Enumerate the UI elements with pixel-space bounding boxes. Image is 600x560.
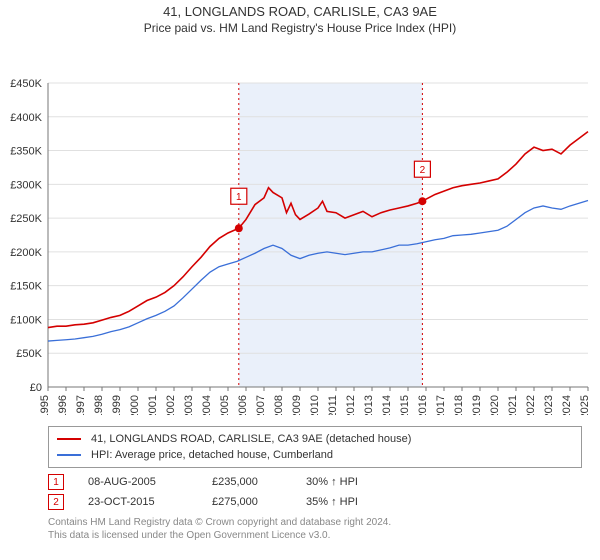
svg-text:1996: 1996	[57, 395, 69, 415]
svg-text:2007: 2007	[255, 395, 267, 415]
svg-text:£250K: £250K	[10, 213, 42, 225]
legend-row: 41, LONGLANDS ROAD, CARLISLE, CA3 9AE (d…	[57, 431, 573, 447]
svg-text:2003: 2003	[183, 395, 195, 415]
footer-line: Contains HM Land Registry data © Crown c…	[48, 516, 582, 529]
marker-square: 1	[48, 474, 64, 490]
svg-text:2013: 2013	[363, 395, 375, 415]
legend-box: 41, LONGLANDS ROAD, CARLISLE, CA3 9AE (d…	[48, 426, 582, 468]
legend-swatch	[57, 438, 81, 440]
legend-swatch	[57, 454, 81, 456]
svg-text:£450K: £450K	[10, 78, 42, 90]
title-block: 41, LONGLANDS ROAD, CARLISLE, CA3 9AE Pr…	[0, 0, 600, 35]
sale-price: £235,000	[212, 476, 282, 488]
title-sub: Price paid vs. HM Land Registry's House …	[0, 21, 600, 35]
svg-text:£150K: £150K	[10, 281, 42, 293]
svg-text:2009: 2009	[291, 395, 303, 415]
sales-table: 1 08-AUG-2005 £235,000 30% ↑ HPI 2 23-OC…	[48, 472, 582, 512]
svg-text:£100K: £100K	[10, 314, 42, 326]
chart-container: 41, LONGLANDS ROAD, CARLISLE, CA3 9AE Pr…	[0, 0, 600, 560]
svg-text:1: 1	[236, 192, 242, 203]
svg-text:£50K: £50K	[16, 348, 42, 360]
svg-text:2004: 2004	[201, 395, 213, 415]
svg-text:2005: 2005	[219, 395, 231, 415]
sales-row: 1 08-AUG-2005 £235,000 30% ↑ HPI	[48, 472, 582, 492]
svg-text:2021: 2021	[507, 395, 519, 415]
svg-text:2002: 2002	[165, 395, 177, 415]
svg-text:2: 2	[420, 165, 426, 176]
svg-text:2001: 2001	[147, 395, 159, 415]
svg-text:2016: 2016	[417, 395, 429, 415]
svg-text:2020: 2020	[489, 395, 501, 415]
legend-label: 41, LONGLANDS ROAD, CARLISLE, CA3 9AE (d…	[91, 433, 411, 445]
svg-text:2022: 2022	[525, 395, 537, 415]
svg-text:2006: 2006	[237, 395, 249, 415]
chart-svg: £0 £50K £100K £150K £200K £250K £300K £350K £400…	[0, 35, 600, 415]
sales-row: 2 23-OCT-2015 £275,000 35% ↑ HPI	[48, 492, 582, 512]
svg-text:£400K: £400K	[10, 112, 42, 124]
svg-text:2010: 2010	[309, 395, 321, 415]
legend-row: HPI: Average price, detached house, Cumb…	[57, 447, 573, 463]
svg-text:2019: 2019	[471, 395, 483, 415]
svg-text:2014: 2014	[381, 395, 393, 415]
footer-line: This data is licensed under the Open Gov…	[48, 529, 582, 542]
svg-text:2015: 2015	[399, 395, 411, 415]
svg-text:£200K: £200K	[10, 247, 42, 259]
sale-date: 08-AUG-2005	[88, 476, 188, 488]
svg-text:£300K: £300K	[10, 179, 42, 191]
svg-text:1995: 1995	[39, 395, 51, 415]
legend-label: HPI: Average price, detached house, Cumb…	[91, 449, 333, 461]
sale-price: £275,000	[212, 496, 282, 508]
svg-text:2018: 2018	[453, 395, 465, 415]
footer: Contains HM Land Registry data © Crown c…	[48, 516, 582, 542]
svg-text:2000: 2000	[129, 395, 141, 415]
svg-text:2008: 2008	[273, 395, 285, 415]
svg-text:2017: 2017	[435, 395, 447, 415]
svg-text:1998: 1998	[93, 395, 105, 415]
svg-text:1997: 1997	[75, 395, 87, 415]
svg-text:2012: 2012	[345, 395, 357, 415]
svg-text:2023: 2023	[543, 395, 555, 415]
sale-pct: 35% ↑ HPI	[306, 496, 396, 508]
svg-text:2025: 2025	[579, 395, 591, 415]
sale-pct: 30% ↑ HPI	[306, 476, 396, 488]
sale-date: 23-OCT-2015	[88, 496, 188, 508]
svg-text:£0: £0	[30, 382, 42, 394]
marker-square: 2	[48, 494, 64, 510]
svg-text:1999: 1999	[111, 395, 123, 415]
title-main: 41, LONGLANDS ROAD, CARLISLE, CA3 9AE	[0, 4, 600, 19]
svg-text:£350K: £350K	[10, 146, 42, 158]
svg-text:2024: 2024	[561, 395, 573, 415]
svg-text:2011: 2011	[327, 395, 339, 415]
